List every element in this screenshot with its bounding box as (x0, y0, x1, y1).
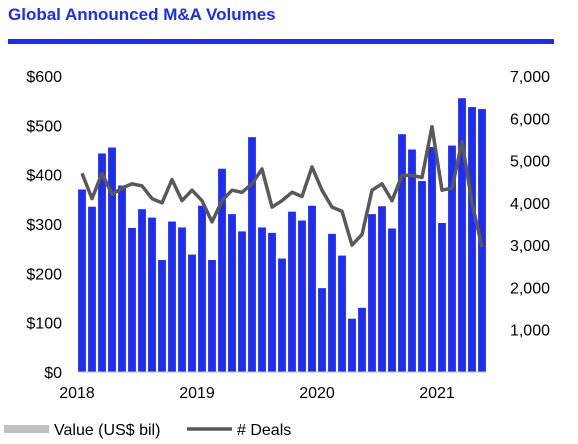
value-bar (458, 98, 466, 372)
value-bar (248, 137, 256, 372)
value-bar (408, 149, 416, 372)
value-bar (118, 185, 126, 372)
x-tick-label: 2020 (299, 385, 335, 402)
chart-title: Global Announced M&A Volumes (8, 5, 276, 24)
legend: Value (US$ bil) # Deals (4, 422, 291, 439)
value-bar (328, 233, 336, 372)
value-bar (88, 206, 96, 372)
left-axis: $0 $100 $200 $300 $400 $500 $600 (26, 69, 62, 382)
value-bar (138, 209, 146, 372)
value-bar (188, 254, 196, 372)
value-bar (338, 255, 346, 372)
x-tick-label: 2018 (59, 385, 95, 402)
value-bar (428, 147, 436, 372)
value-bar (378, 206, 386, 372)
value-bar (278, 258, 286, 372)
value-bar (178, 227, 186, 372)
value-bars (78, 98, 486, 372)
value-bar (268, 232, 276, 372)
value-bar (368, 214, 376, 372)
value-bar (358, 307, 366, 372)
value-bar (318, 288, 326, 372)
value-bar (168, 221, 176, 372)
value-bar (198, 205, 206, 372)
left-tick-label: $300 (26, 217, 62, 234)
value-bar (98, 153, 106, 372)
value-bar (398, 134, 406, 372)
right-tick-label: 2,000 (510, 280, 550, 297)
value-bar (148, 217, 156, 372)
value-bar (288, 211, 296, 372)
right-tick-label: 3,000 (510, 238, 550, 255)
left-tick-label: $400 (26, 168, 62, 185)
value-bar (108, 147, 116, 372)
right-tick-label: 7,000 (510, 69, 550, 86)
legend-label-value: Value (US$ bil) (54, 422, 160, 439)
value-bar (218, 168, 226, 372)
value-bar (78, 189, 86, 372)
value-bar (418, 181, 426, 372)
right-tick-label: 5,000 (510, 154, 550, 171)
value-bar (158, 260, 166, 372)
left-tick-label: $200 (26, 266, 62, 283)
right-tick-label: 1,000 (510, 323, 550, 340)
x-tick-label: 2021 (419, 385, 455, 402)
value-bar (238, 231, 246, 372)
value-bar (128, 227, 136, 372)
title-underline (8, 39, 554, 44)
x-axis: 2018 2019 2020 2021 (59, 385, 455, 402)
left-tick-label: $0 (44, 365, 62, 382)
value-bar (468, 107, 476, 372)
right-axis: 1,000 2,000 3,000 4,000 5,000 6,000 7,000 (510, 69, 550, 340)
value-bar (448, 145, 456, 372)
deals-line (80, 124, 484, 248)
left-tick-label: $100 (26, 316, 62, 333)
left-tick-label: $500 (26, 118, 62, 135)
value-bar (298, 220, 306, 372)
left-tick-label: $600 (26, 69, 62, 86)
right-tick-label: 6,000 (510, 111, 550, 128)
value-bar (208, 260, 216, 372)
legend-label-deals: # Deals (237, 422, 291, 439)
right-tick-label: 4,000 (510, 196, 550, 213)
value-bar (228, 214, 236, 372)
value-bar (438, 223, 446, 372)
value-bar (388, 228, 396, 372)
value-bar (258, 227, 266, 372)
x-tick-label: 2019 (179, 385, 215, 402)
value-bar (308, 205, 316, 372)
value-bar (348, 318, 356, 372)
